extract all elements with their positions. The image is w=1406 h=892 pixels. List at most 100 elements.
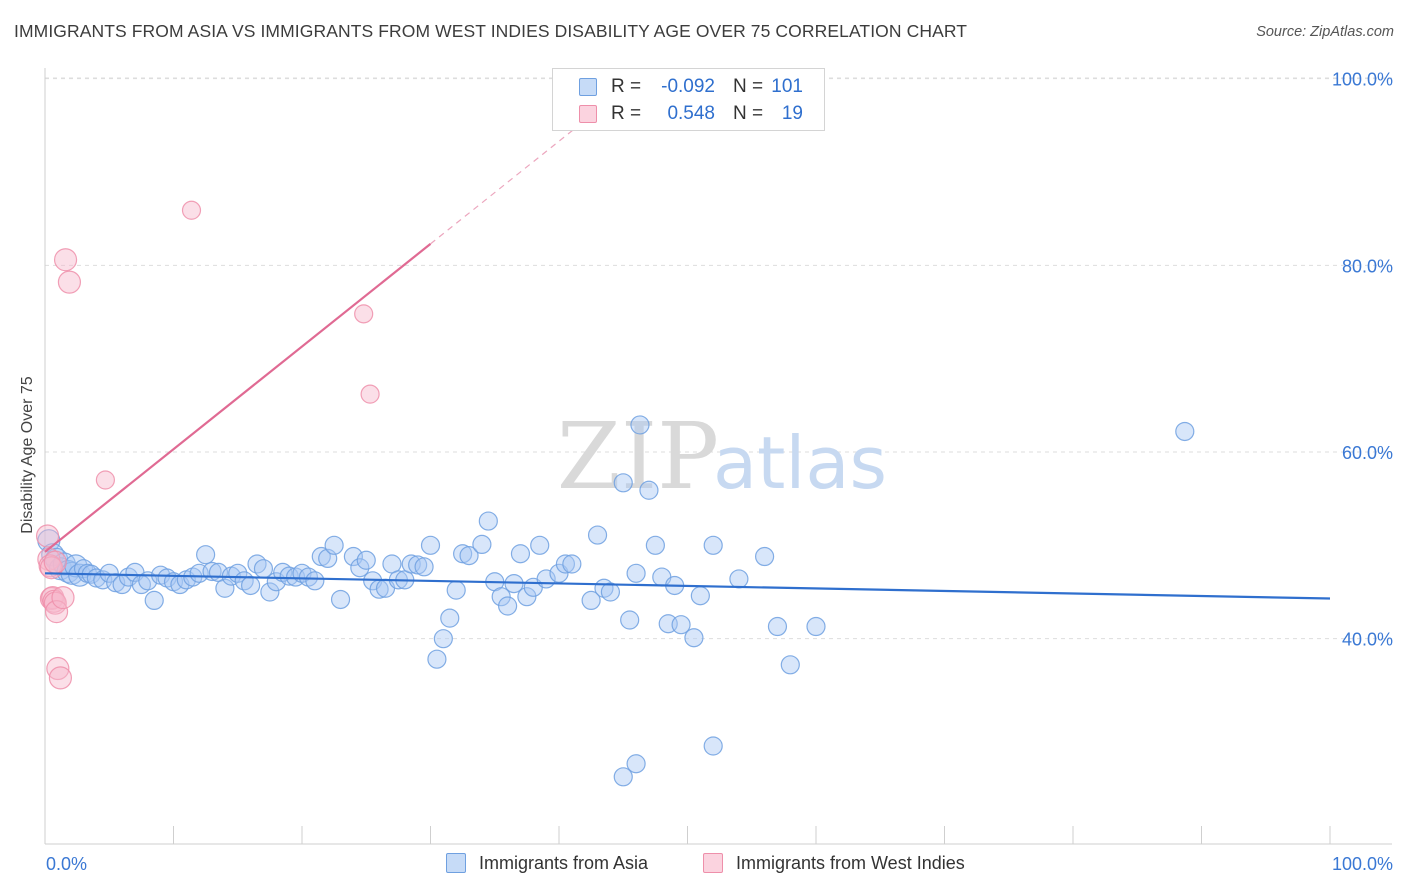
x-tick-label: 100.0%: [1332, 854, 1393, 874]
asia-point: [671, 615, 691, 635]
asia-point: [498, 596, 518, 616]
bottom-legend-label-asia: Immigrants from Asia: [479, 853, 649, 873]
asia-point: [408, 555, 428, 575]
asia-point: [620, 610, 640, 630]
asia-point: [196, 545, 216, 565]
asia-point: [626, 754, 646, 774]
series-west-indies-points: [35, 200, 380, 690]
y-tick-label: 40.0%: [1342, 630, 1393, 650]
asia-point: [356, 550, 376, 570]
west-indies-trend-extension: [430, 120, 586, 245]
west-indies-point: [35, 524, 60, 548]
chart-title: IMMIGRANTS FROM ASIA VS IMMIGRANTS FROM …: [14, 21, 968, 41]
asia-point: [491, 587, 511, 607]
y-tick-label: 60.0%: [1342, 443, 1393, 463]
tick-labels: 40.0% 60.0% 80.0% 100.0% 0.0% 100.0%: [46, 70, 1393, 874]
asia-point: [626, 563, 646, 583]
legend-row-asia: R = -0.092 N = 101: [553, 74, 824, 100]
west-indies-point: [51, 585, 75, 610]
asia-point: [729, 569, 749, 589]
asia-point: [1175, 421, 1195, 442]
asia-point: [453, 544, 473, 564]
legend-r-value: 0.548: [667, 103, 715, 124]
west-indies-point: [43, 550, 67, 574]
asia-point: [530, 535, 550, 555]
bottom-legend-swatch-asia: [446, 853, 466, 873]
correlation-legend: R = -0.092 N = 101 R = 0.548 N = 19: [552, 68, 825, 131]
asia-point: [510, 544, 531, 564]
asia-point: [324, 535, 344, 555]
trend-lines: [44, 120, 1331, 600]
asia-point: [414, 557, 434, 577]
asia-point: [427, 649, 447, 669]
asia-point: [555, 554, 576, 574]
asia-point: [690, 586, 710, 606]
asia-point: [433, 629, 453, 649]
asia-point: [613, 473, 633, 493]
asia-point: [215, 578, 235, 598]
west-indies-point: [53, 248, 78, 272]
legend-row-west-indies: R = 0.548 N = 19: [553, 101, 824, 127]
asia-point: [305, 571, 325, 591]
legend-r-label: R =: [611, 76, 642, 97]
y-tick-label: 80.0%: [1342, 256, 1393, 276]
west-indies-point: [48, 666, 73, 690]
asia-point: [600, 582, 621, 602]
legend-n-value: 101: [771, 76, 803, 97]
west-indies-trend-line: [44, 243, 432, 553]
watermark-atlas: atlas: [713, 421, 887, 505]
asia-point: [446, 580, 466, 600]
asia-point: [581, 590, 601, 611]
west-indies-point: [57, 270, 82, 294]
legend-n-value: 19: [781, 103, 803, 124]
x-tick-label: 0.0%: [46, 854, 87, 874]
legend-r-value: -0.092: [661, 76, 715, 97]
asia-point: [613, 767, 633, 787]
legend-n-label: N =: [733, 76, 764, 97]
asia-point: [645, 535, 665, 555]
asia-point: [144, 590, 164, 611]
bottom-legend-swatch-west-indies: [703, 853, 723, 873]
asia-point: [440, 608, 460, 628]
asia-point: [703, 535, 723, 555]
asia-point: [703, 736, 723, 756]
west-indies-point: [360, 384, 380, 404]
asia-point: [420, 535, 441, 555]
asia-point: [754, 546, 775, 567]
legend-swatch-west-indies: [579, 105, 597, 123]
source-note: Source: ZipAtlas.com: [1256, 24, 1394, 40]
watermark: ZIP atlas: [557, 403, 887, 510]
legend-r-label: R =: [611, 103, 642, 124]
asia-point: [260, 582, 280, 602]
asia-point: [330, 589, 351, 610]
asia-point: [684, 628, 704, 648]
axes: [44, 68, 1392, 845]
west-indies-point: [46, 656, 70, 681]
west-indies-point: [95, 470, 115, 490]
asia-trend-line: [44, 572, 1331, 600]
asia-point: [241, 575, 261, 596]
asia-point: [472, 534, 492, 555]
asia-point: [780, 655, 800, 675]
asia-point: [806, 616, 826, 637]
west-indies-point: [181, 200, 202, 220]
asia-point: [311, 546, 331, 567]
legend-swatch-asia: [579, 78, 597, 96]
watermark-zip: ZIP: [557, 403, 719, 510]
y-tick-label: 100.0%: [1332, 70, 1393, 90]
asia-point: [630, 415, 650, 435]
bottom-legend-label-west-indies: Immigrants from West Indies: [736, 853, 965, 873]
asia-point: [478, 511, 498, 531]
asia-point: [587, 525, 608, 545]
asia-point: [343, 546, 363, 567]
asia-point: [517, 587, 537, 607]
west-indies-point: [354, 304, 374, 324]
asia-point: [767, 616, 788, 637]
asia-point: [350, 558, 370, 578]
west-indies-point: [44, 599, 69, 624]
asia-point: [562, 554, 582, 574]
asia-point: [459, 545, 479, 566]
legend-n-label: N =: [733, 103, 764, 124]
asia-point: [639, 480, 659, 500]
